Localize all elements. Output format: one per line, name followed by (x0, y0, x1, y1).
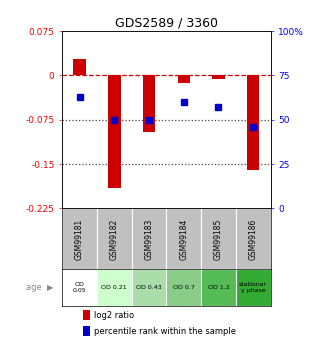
Bar (236, 208, 271, 269)
Bar (166, 269, 201, 306)
Text: GSM99185: GSM99185 (214, 218, 223, 260)
Bar (62, 269, 97, 306)
Bar (236, 269, 271, 306)
Bar (83, 310, 90, 320)
Bar (247, 76, 259, 170)
Text: OD 0.21: OD 0.21 (101, 285, 127, 290)
Bar (73, 59, 86, 76)
Bar (83, 326, 90, 336)
Text: OD 1.2: OD 1.2 (208, 285, 229, 290)
Text: GSM99183: GSM99183 (145, 218, 154, 260)
Bar (62, 208, 97, 269)
Text: percentile rank within the sample: percentile rank within the sample (95, 327, 236, 336)
Text: GSM99186: GSM99186 (249, 218, 258, 260)
Text: GSM99181: GSM99181 (75, 218, 84, 259)
Bar (178, 76, 190, 82)
Text: OD 0.7: OD 0.7 (173, 285, 195, 290)
Title: GDS2589 / 3360: GDS2589 / 3360 (115, 17, 218, 30)
Text: GSM99184: GSM99184 (179, 218, 188, 260)
Bar (97, 208, 132, 269)
Text: OD 0.43: OD 0.43 (136, 285, 162, 290)
Bar (201, 208, 236, 269)
Bar (132, 208, 166, 269)
Text: age  ▶: age ▶ (26, 283, 53, 292)
Text: log2 ratio: log2 ratio (95, 310, 135, 319)
Bar (97, 269, 132, 306)
Bar (201, 269, 236, 306)
Bar (143, 76, 155, 131)
Bar (108, 76, 120, 188)
Text: OD
0.05: OD 0.05 (73, 282, 86, 293)
Bar (132, 269, 166, 306)
Bar (166, 208, 201, 269)
Bar (212, 76, 225, 79)
Text: stationar
y phase: stationar y phase (239, 282, 267, 293)
Text: GSM99182: GSM99182 (110, 218, 119, 259)
